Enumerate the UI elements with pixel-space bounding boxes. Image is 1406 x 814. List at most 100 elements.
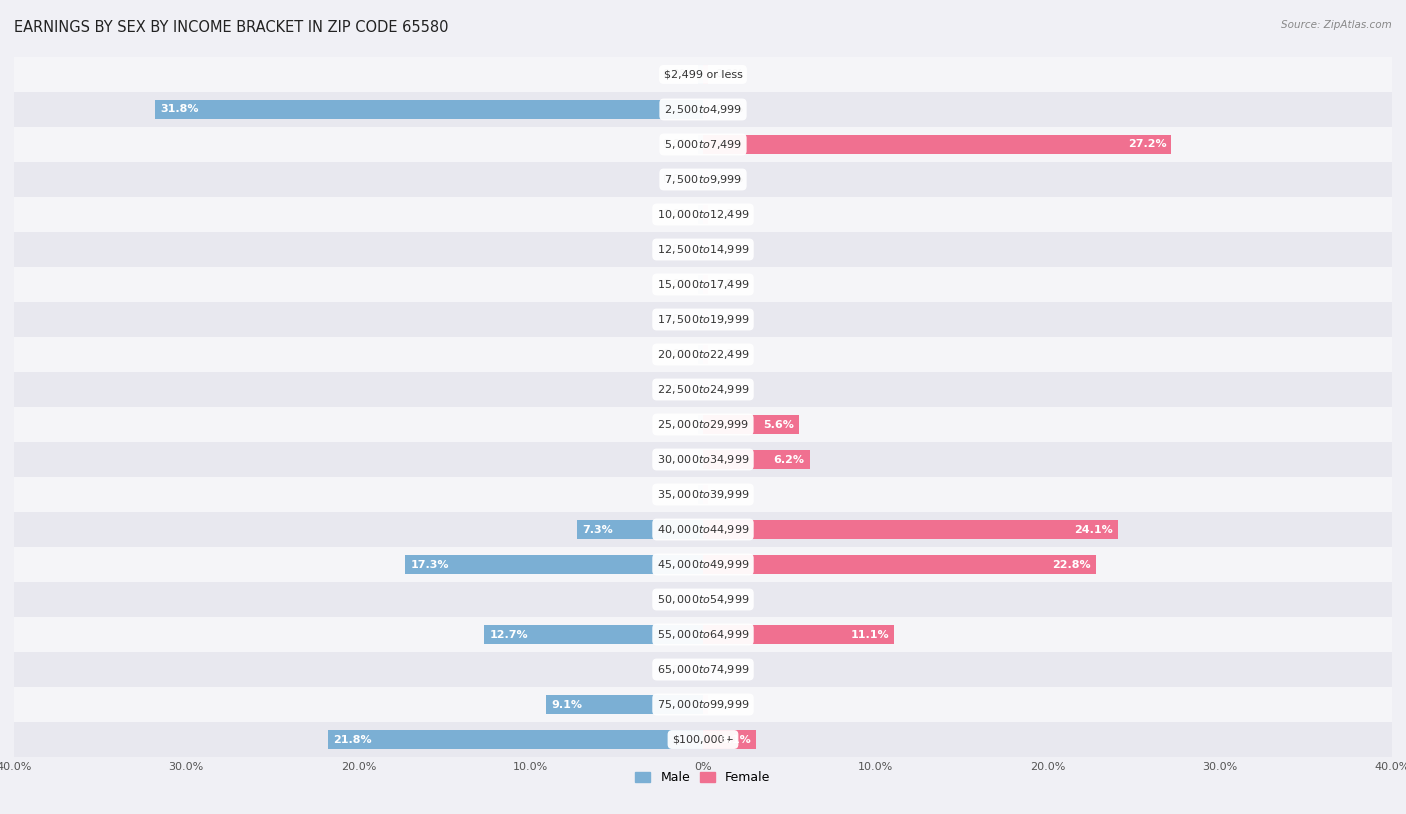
Bar bbox=[697, 380, 703, 399]
Text: $45,000 to $49,999: $45,000 to $49,999 bbox=[657, 558, 749, 571]
Text: $55,000 to $64,999: $55,000 to $64,999 bbox=[657, 628, 749, 641]
Text: 0.0%: 0.0% bbox=[662, 384, 690, 395]
Text: 31.8%: 31.8% bbox=[160, 104, 200, 115]
Text: 7.3%: 7.3% bbox=[582, 524, 613, 535]
Bar bbox=[14, 162, 1392, 197]
Bar bbox=[697, 485, 703, 504]
Text: 0.0%: 0.0% bbox=[716, 594, 744, 605]
Text: 0.0%: 0.0% bbox=[716, 384, 744, 395]
Text: 0.0%: 0.0% bbox=[662, 139, 690, 150]
Text: 0.0%: 0.0% bbox=[716, 489, 744, 500]
Bar bbox=[697, 275, 703, 294]
Bar bbox=[703, 205, 709, 224]
Text: 0.0%: 0.0% bbox=[662, 174, 690, 185]
Text: 0.0%: 0.0% bbox=[662, 314, 690, 325]
Bar bbox=[697, 310, 703, 329]
Text: 0.0%: 0.0% bbox=[716, 699, 744, 710]
Text: 3.1%: 3.1% bbox=[720, 734, 751, 745]
Text: $40,000 to $44,999: $40,000 to $44,999 bbox=[657, 523, 749, 536]
Text: $20,000 to $22,499: $20,000 to $22,499 bbox=[657, 348, 749, 361]
Text: 0.0%: 0.0% bbox=[662, 594, 690, 605]
Text: 0.0%: 0.0% bbox=[716, 209, 744, 220]
Bar bbox=[14, 197, 1392, 232]
Text: $65,000 to $74,999: $65,000 to $74,999 bbox=[657, 663, 749, 676]
Bar bbox=[697, 170, 703, 189]
Text: 27.2%: 27.2% bbox=[1128, 139, 1167, 150]
Bar bbox=[547, 695, 703, 714]
Bar bbox=[703, 660, 709, 679]
Bar bbox=[14, 232, 1392, 267]
Bar bbox=[14, 302, 1392, 337]
Bar bbox=[697, 450, 703, 469]
Bar bbox=[14, 652, 1392, 687]
Bar bbox=[703, 450, 810, 469]
Bar bbox=[703, 730, 756, 749]
Text: $35,000 to $39,999: $35,000 to $39,999 bbox=[657, 488, 749, 501]
Bar bbox=[484, 625, 703, 644]
Bar bbox=[14, 687, 1392, 722]
Bar bbox=[703, 345, 709, 364]
Text: $5,000 to $7,499: $5,000 to $7,499 bbox=[664, 138, 742, 151]
Text: $100,000+: $100,000+ bbox=[672, 734, 734, 745]
Text: $10,000 to $12,499: $10,000 to $12,499 bbox=[657, 208, 749, 221]
Text: 0.0%: 0.0% bbox=[716, 244, 744, 255]
Text: 9.1%: 9.1% bbox=[551, 699, 582, 710]
Text: 22.8%: 22.8% bbox=[1052, 559, 1091, 570]
Bar bbox=[14, 407, 1392, 442]
Text: 0.0%: 0.0% bbox=[662, 69, 690, 80]
Text: 0.0%: 0.0% bbox=[662, 279, 690, 290]
Bar bbox=[703, 520, 1118, 539]
Text: 0.0%: 0.0% bbox=[716, 349, 744, 360]
Bar bbox=[14, 477, 1392, 512]
Text: 0.0%: 0.0% bbox=[716, 664, 744, 675]
Bar bbox=[155, 100, 703, 119]
Text: $50,000 to $54,999: $50,000 to $54,999 bbox=[657, 593, 749, 606]
Bar bbox=[405, 555, 703, 574]
Bar bbox=[14, 722, 1392, 757]
Bar bbox=[14, 442, 1392, 477]
Bar bbox=[697, 590, 703, 609]
Text: 11.1%: 11.1% bbox=[851, 629, 889, 640]
Bar bbox=[14, 372, 1392, 407]
Bar bbox=[703, 625, 894, 644]
Text: $75,000 to $99,999: $75,000 to $99,999 bbox=[657, 698, 749, 711]
Text: $22,500 to $24,999: $22,500 to $24,999 bbox=[657, 383, 749, 396]
Bar bbox=[703, 100, 709, 119]
Text: 24.1%: 24.1% bbox=[1074, 524, 1114, 535]
Bar bbox=[14, 127, 1392, 162]
Text: 0.0%: 0.0% bbox=[662, 419, 690, 430]
Text: $30,000 to $34,999: $30,000 to $34,999 bbox=[657, 453, 749, 466]
Bar bbox=[328, 730, 703, 749]
Bar bbox=[697, 345, 703, 364]
Text: 0.0%: 0.0% bbox=[662, 209, 690, 220]
Bar bbox=[703, 135, 1171, 154]
Text: 0.0%: 0.0% bbox=[716, 279, 744, 290]
Bar bbox=[14, 337, 1392, 372]
Text: $2,499 or less: $2,499 or less bbox=[664, 69, 742, 80]
Text: 0.0%: 0.0% bbox=[662, 349, 690, 360]
Bar bbox=[697, 65, 703, 84]
Bar bbox=[703, 310, 709, 329]
Bar bbox=[703, 170, 709, 189]
Text: $25,000 to $29,999: $25,000 to $29,999 bbox=[657, 418, 749, 431]
Legend: Male, Female: Male, Female bbox=[630, 766, 776, 790]
Text: $7,500 to $9,999: $7,500 to $9,999 bbox=[664, 173, 742, 186]
Bar bbox=[703, 415, 800, 434]
Bar bbox=[14, 92, 1392, 127]
Text: $2,500 to $4,999: $2,500 to $4,999 bbox=[664, 103, 742, 116]
Text: 17.3%: 17.3% bbox=[411, 559, 449, 570]
Bar bbox=[703, 695, 709, 714]
Bar bbox=[703, 485, 709, 504]
Text: 0.0%: 0.0% bbox=[662, 454, 690, 465]
Bar bbox=[697, 205, 703, 224]
Bar bbox=[14, 582, 1392, 617]
Bar bbox=[578, 520, 703, 539]
Text: 21.8%: 21.8% bbox=[333, 734, 371, 745]
Bar bbox=[14, 267, 1392, 302]
Bar bbox=[703, 65, 709, 84]
Bar bbox=[14, 512, 1392, 547]
Bar bbox=[14, 617, 1392, 652]
Text: 0.0%: 0.0% bbox=[662, 244, 690, 255]
Text: Source: ZipAtlas.com: Source: ZipAtlas.com bbox=[1281, 20, 1392, 30]
Text: 0.0%: 0.0% bbox=[716, 104, 744, 115]
